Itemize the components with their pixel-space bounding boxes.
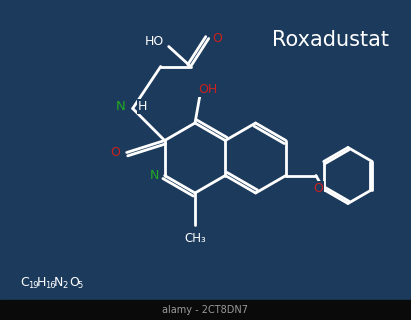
Text: N: N xyxy=(150,169,159,182)
Bar xyxy=(0,300,411,320)
Text: HO: HO xyxy=(145,35,164,48)
Text: O: O xyxy=(313,182,323,195)
Text: CH₃: CH₃ xyxy=(184,231,206,244)
Text: H: H xyxy=(138,100,147,113)
Text: 19: 19 xyxy=(28,281,39,290)
Text: N: N xyxy=(54,276,63,289)
Text: 16: 16 xyxy=(45,281,55,290)
Text: OH: OH xyxy=(199,83,218,95)
Text: 2: 2 xyxy=(62,281,67,290)
Text: O: O xyxy=(110,146,120,159)
Text: Roxadustat: Roxadustat xyxy=(272,30,388,50)
Text: C: C xyxy=(20,276,29,289)
Text: O: O xyxy=(212,32,222,45)
Text: alamy - 2CT8DN7: alamy - 2CT8DN7 xyxy=(162,305,248,315)
Text: N: N xyxy=(116,100,126,113)
Text: H: H xyxy=(37,276,46,289)
Text: 5: 5 xyxy=(77,281,82,290)
Text: O: O xyxy=(69,276,79,289)
